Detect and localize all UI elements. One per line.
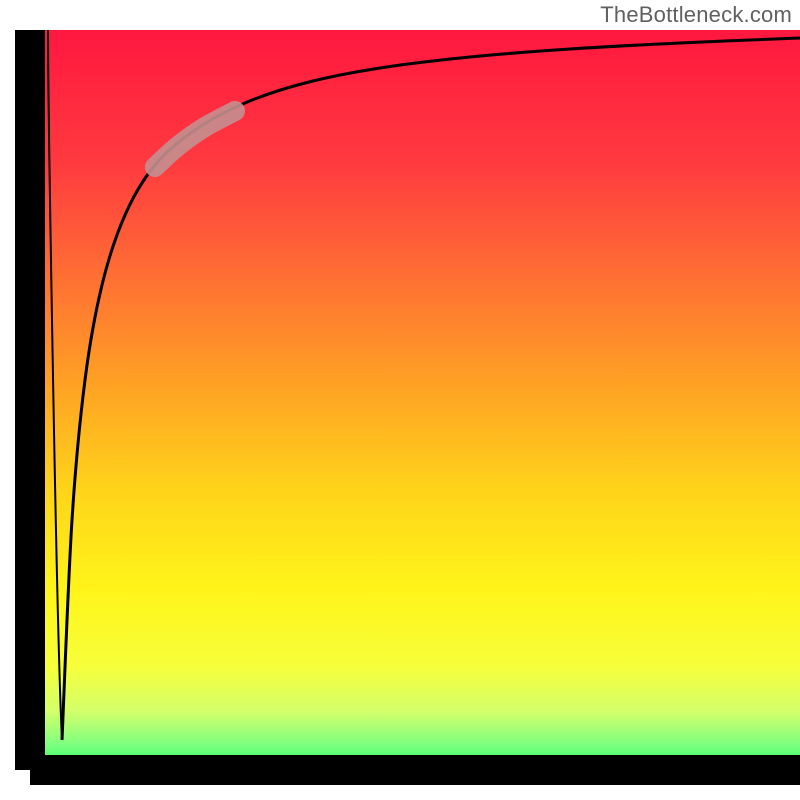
plot-gradient-background (30, 30, 800, 770)
chart-root: TheBottleneck.com (0, 0, 800, 800)
bottleneck-chart-svg (0, 0, 800, 800)
